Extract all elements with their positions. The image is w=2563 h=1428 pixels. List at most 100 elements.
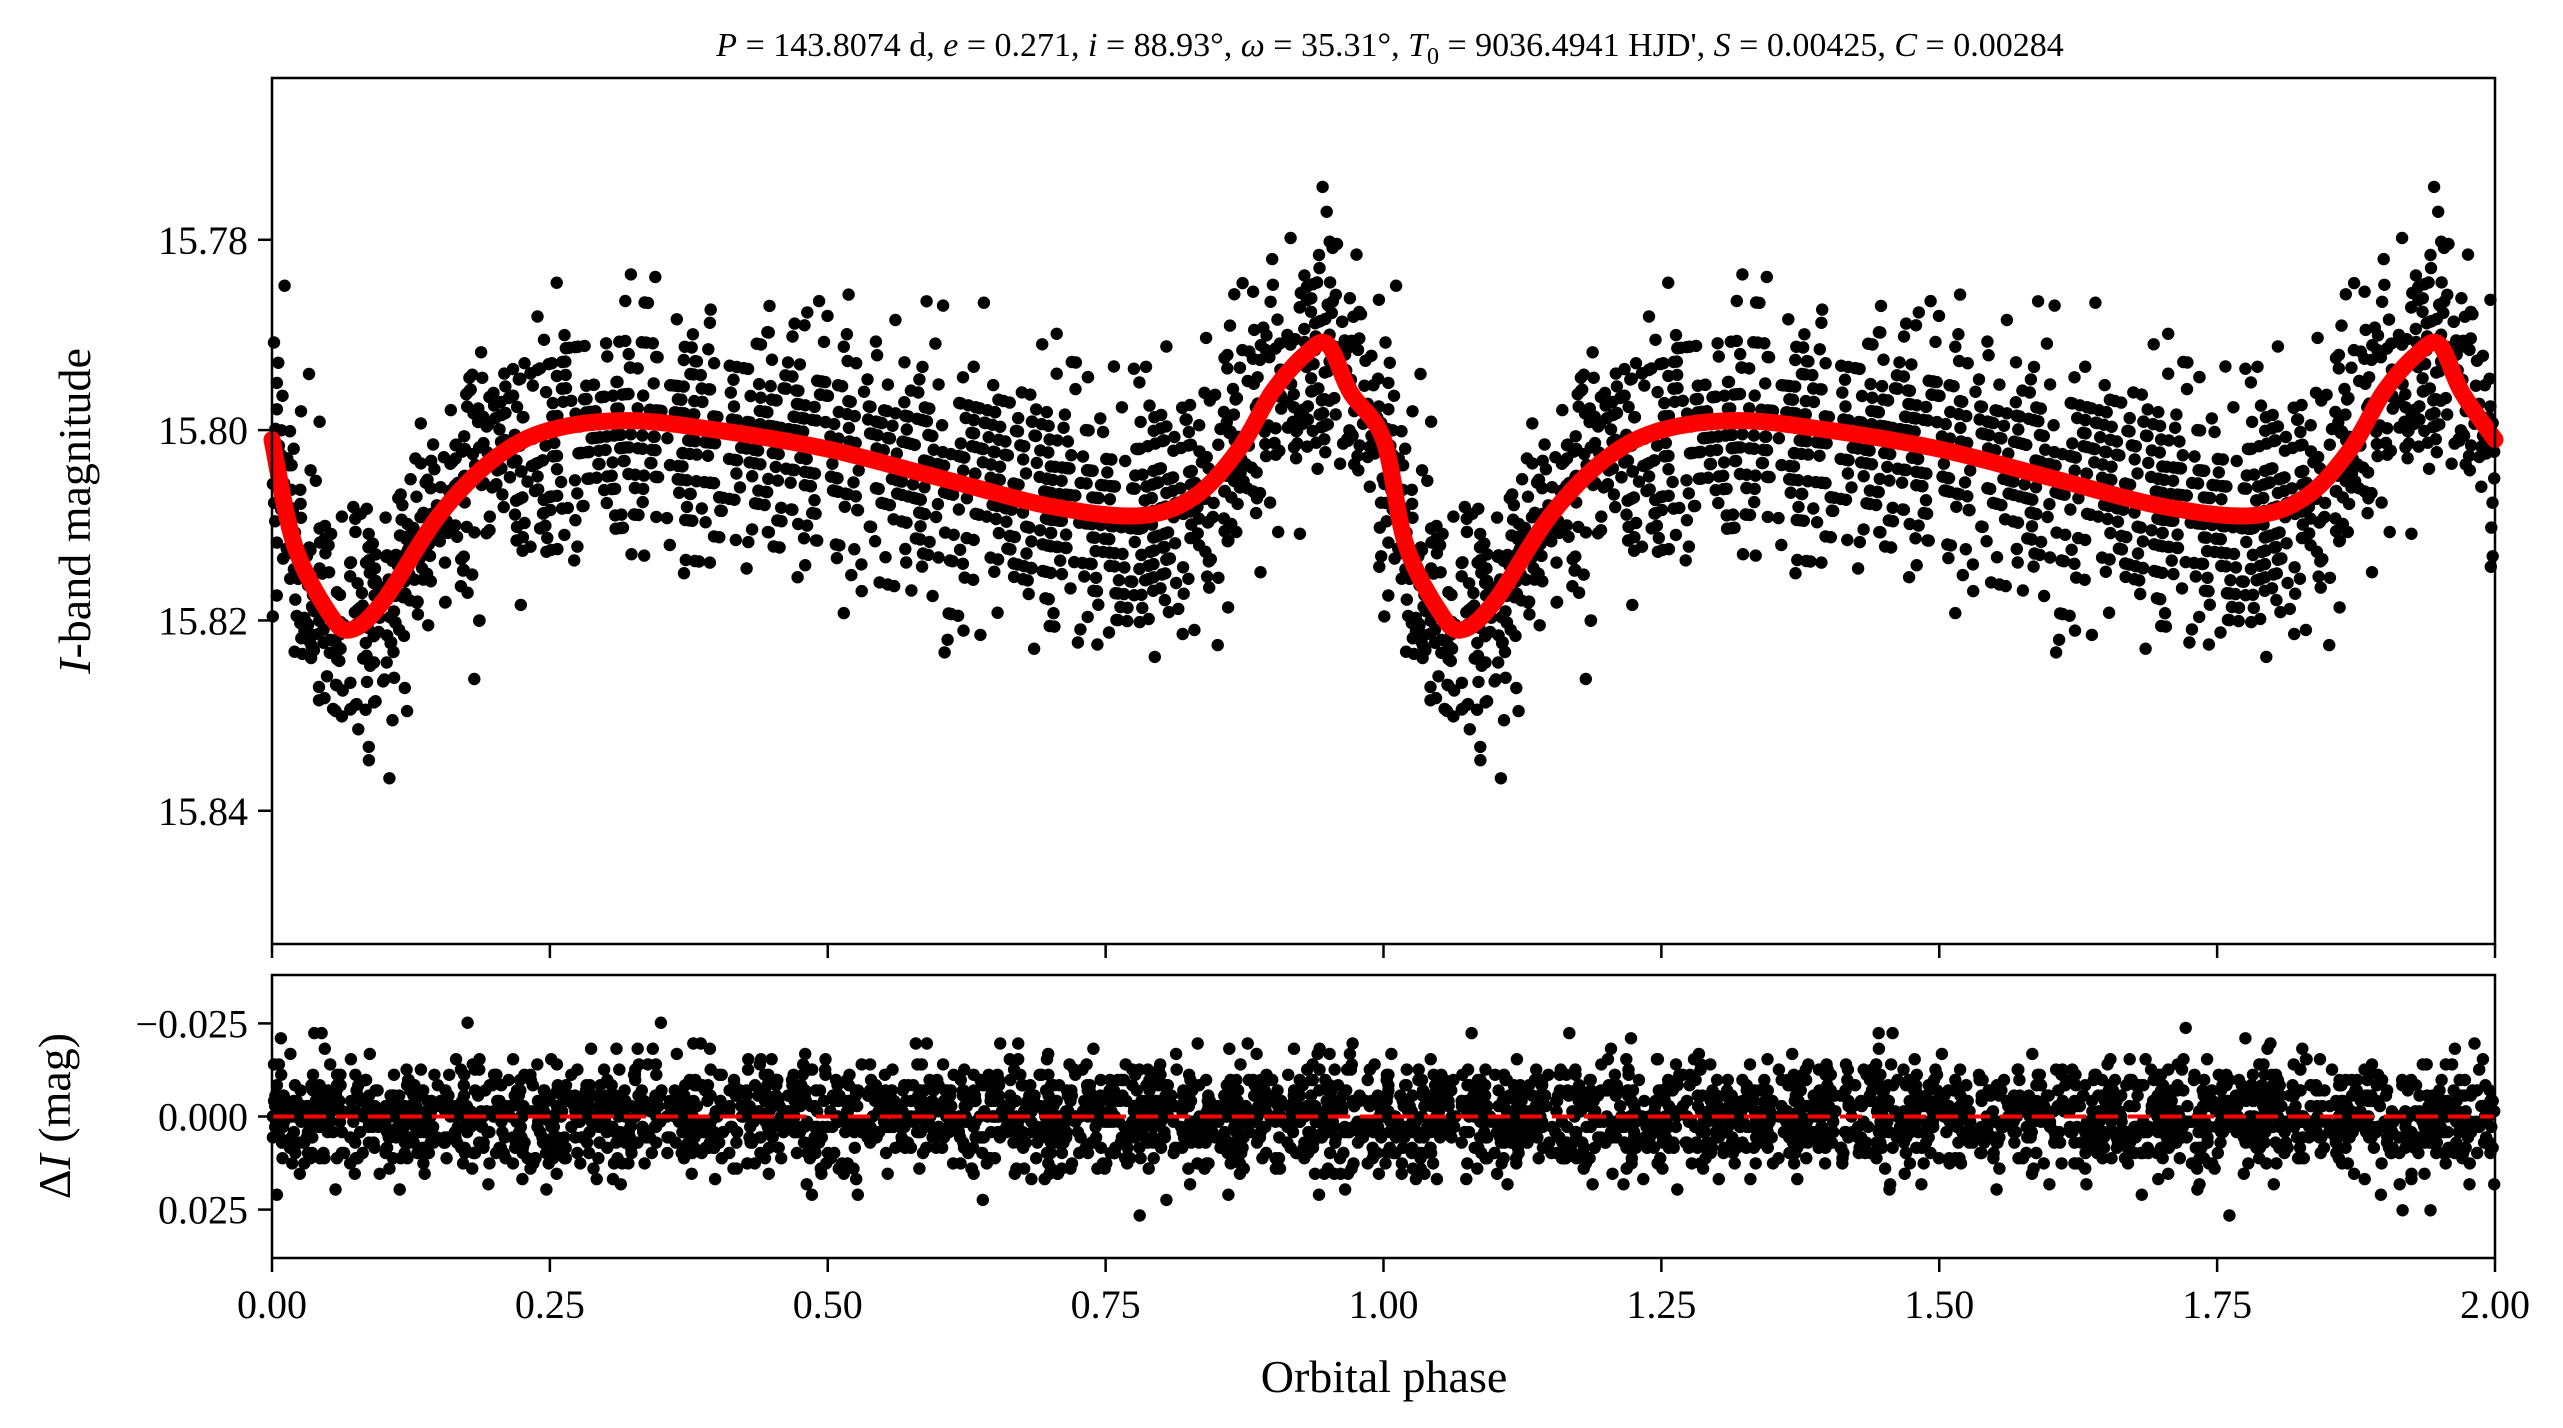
residual-point [512, 1089, 525, 1102]
photometry-point [786, 370, 799, 383]
photometry-point [1993, 378, 2006, 391]
photometry-point [863, 520, 876, 533]
photometry-point [916, 547, 930, 560]
photometry-point [954, 437, 967, 450]
residual-point [1191, 1037, 1204, 1050]
photometry-point [336, 684, 349, 697]
photometry-point [594, 391, 608, 404]
title-s-symbol: S [1714, 27, 1731, 64]
residual-point [926, 1131, 939, 1144]
photometry-point [1458, 500, 1472, 514]
photometry-point [514, 465, 528, 478]
photometry-point [2413, 400, 2426, 413]
photometry-point [554, 475, 568, 489]
photometry-point [1535, 549, 1548, 563]
photometry-point [1389, 279, 1403, 292]
residual-point [1030, 1152, 1043, 1165]
photometry-point [1107, 360, 1121, 373]
photometry-point [610, 375, 623, 389]
photometry-point [810, 414, 823, 427]
photometry-point [2115, 529, 2128, 543]
photometry-point [1952, 407, 1965, 421]
residual-point [1319, 1125, 1332, 1139]
photometry-point [578, 339, 591, 353]
photometry-point [1480, 562, 1493, 575]
photometry-point [1954, 421, 1967, 435]
photometry-point [1326, 295, 1340, 308]
photometry-point [1897, 370, 1911, 383]
photometry-point [1849, 361, 1862, 375]
photometry-point [1055, 461, 1069, 474]
photometry-point [2365, 486, 2378, 500]
photometry-point [347, 500, 360, 514]
photometry-point [2260, 650, 2273, 664]
photometry-point [1587, 371, 1600, 384]
photometry-point [612, 402, 625, 415]
photometry-point [831, 379, 845, 392]
photometry-point [1221, 535, 1234, 548]
photometry-point [1682, 540, 1696, 553]
photometry-point [1577, 568, 1590, 581]
photometry-point [866, 427, 879, 441]
residual-point [762, 1167, 775, 1181]
photometry-point [958, 571, 971, 584]
photometry-point [1579, 672, 1593, 686]
photometry-point [366, 537, 379, 550]
photometry-point [461, 586, 474, 599]
residual-point [785, 1073, 799, 1087]
photometry-point [1883, 474, 1896, 487]
photometry-point [1044, 566, 1058, 580]
photometry-point [1804, 555, 1817, 568]
residual-point [850, 1172, 863, 1186]
photometry-point [935, 419, 949, 432]
photometry-point [1993, 578, 2006, 591]
photometry-point [362, 740, 375, 754]
photometry-point [2347, 276, 2361, 290]
residual-point [805, 1188, 819, 1201]
residual-point [1218, 1089, 1231, 1102]
photometry-point [312, 680, 326, 694]
photometry-point [808, 400, 821, 414]
photometry-point [1674, 341, 1688, 354]
photometry-point [1112, 574, 1126, 587]
photometry-point [707, 410, 720, 423]
photometry-point [2314, 555, 2327, 568]
photometry-point [1712, 470, 1726, 483]
photometry-point [270, 536, 284, 549]
photometry-point [677, 447, 690, 460]
photometry-point [2365, 566, 2379, 579]
photometry-point [1225, 517, 1238, 531]
photometry-point [1851, 562, 1865, 575]
photometry-point [1456, 702, 1469, 716]
photometry-point [1662, 463, 1675, 476]
photometry-point [702, 383, 715, 396]
photometry-point [2201, 571, 2214, 584]
photometry-point [900, 436, 914, 449]
photometry-point [2288, 627, 2301, 641]
photometry-point [441, 526, 455, 540]
photometry-point [614, 428, 627, 441]
photometry-point [1827, 504, 1840, 518]
residual-point [872, 1084, 885, 1097]
photometry-point [387, 671, 401, 684]
photometry-point [938, 646, 951, 659]
residual-point [1338, 1183, 1352, 1196]
photometry-point [309, 474, 322, 487]
photometry-point [931, 497, 945, 511]
photometry-point [1434, 566, 1447, 579]
photometry-point [2366, 339, 2379, 352]
photometry-point [1982, 349, 1995, 362]
photometry-point [2361, 506, 2374, 520]
photometry-point [701, 449, 715, 462]
photometry-point [1909, 319, 1923, 332]
photometry-point [1147, 584, 1160, 597]
photometry-point [916, 360, 929, 374]
photometry-point [1301, 400, 1315, 413]
title-c-symbol: C [1894, 27, 1917, 64]
photometry-point [1316, 180, 1329, 194]
photometry-point [1950, 487, 1964, 500]
photometry-point [988, 565, 1001, 578]
photometry-point [2156, 460, 2169, 473]
residual-point [815, 1167, 828, 1181]
